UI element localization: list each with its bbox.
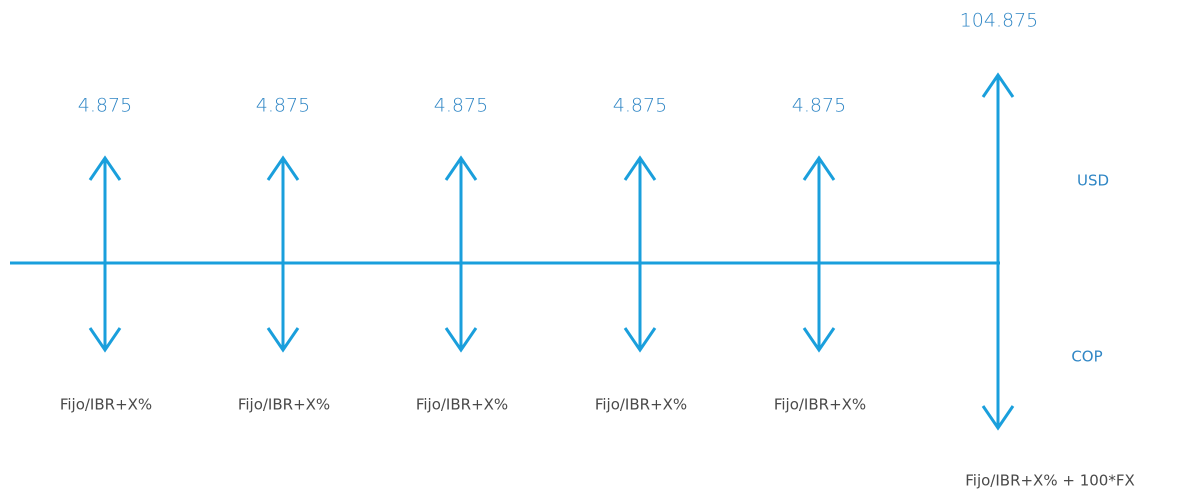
double-arrow: [802, 155, 836, 353]
double-arrow: [266, 155, 300, 353]
coupon-usd: 4.875: [434, 95, 488, 117]
coupon-cop: Fijo/IBR+X%: [595, 396, 687, 414]
coupon-usd: 4.875: [792, 95, 846, 117]
coupon-cop: Fijo/IBR+X%: [416, 396, 508, 414]
lower-label: COP: [1071, 348, 1102, 366]
coupon-usd: 4.875: [256, 95, 310, 117]
final-usd: 104.875: [960, 10, 1039, 32]
coupon-usd: 4.875: [613, 95, 667, 117]
coupon-cop: Fijo/IBR+X%: [774, 396, 866, 414]
final-cop: Fijo/IBR+X% + 100*FX: [965, 472, 1134, 490]
double-arrow: [623, 155, 657, 353]
upper-label: USD: [1077, 172, 1109, 190]
coupon-cop: Fijo/IBR+X%: [60, 396, 152, 414]
coupon-cop: Fijo/IBR+X%: [238, 396, 330, 414]
coupon-usd: 4.875: [78, 95, 132, 117]
double-arrow: [981, 72, 1015, 431]
double-arrow: [88, 155, 122, 353]
double-arrow: [444, 155, 478, 353]
